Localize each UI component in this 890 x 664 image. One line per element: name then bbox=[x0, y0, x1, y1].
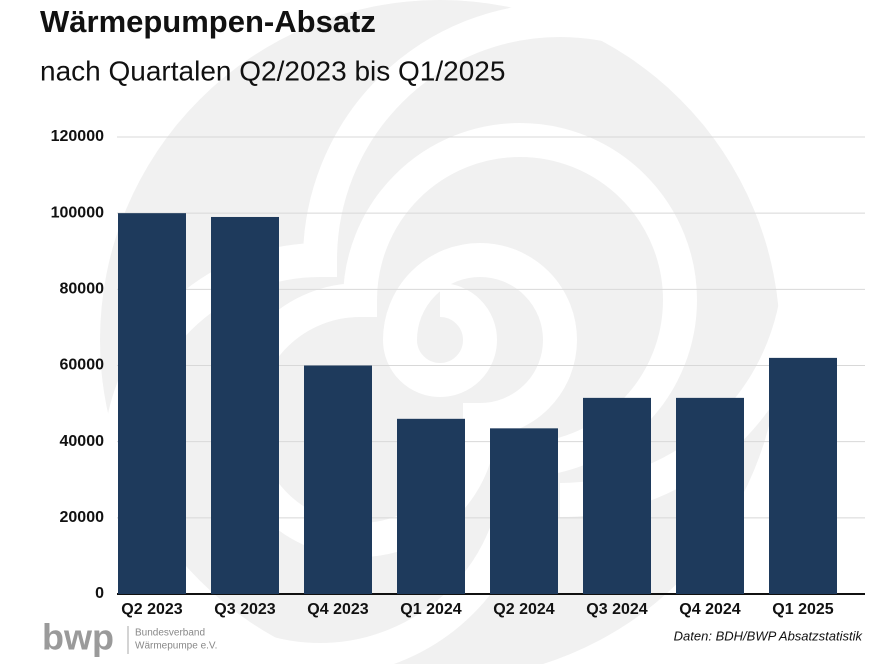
y-tick-label: 60000 bbox=[60, 357, 105, 374]
x-tick-label: Q1 2025 bbox=[772, 601, 833, 618]
chart-title: Wärmepumpen-Absatz bbox=[40, 4, 376, 39]
bar bbox=[118, 213, 186, 594]
chart-subtitle: nach Quartalen Q2/2023 bis Q1/2025 bbox=[40, 55, 505, 86]
y-tick-label: 100000 bbox=[51, 204, 104, 221]
bar bbox=[304, 365, 372, 594]
x-tick-label: Q3 2023 bbox=[214, 601, 275, 618]
logo-mark: bwp bbox=[42, 617, 114, 658]
bar bbox=[490, 428, 558, 594]
bar bbox=[397, 418, 465, 594]
y-tick-label: 20000 bbox=[60, 509, 105, 526]
x-tick-label: Q2 2023 bbox=[121, 601, 182, 618]
bar bbox=[583, 397, 651, 594]
x-tick-label: Q1 2024 bbox=[400, 601, 461, 618]
y-tick-label: 40000 bbox=[60, 433, 105, 450]
logo-text: Wärmepumpe e.V. bbox=[135, 641, 217, 652]
x-tick-label: Q2 2024 bbox=[493, 601, 554, 618]
bar bbox=[769, 357, 837, 594]
x-tick-label: Q4 2024 bbox=[679, 601, 740, 618]
source-note: Daten: BDH/BWP Absatzstatistik bbox=[674, 628, 864, 643]
logo-text: Bundesverband bbox=[135, 628, 205, 639]
x-tick-label: Q3 2024 bbox=[586, 601, 647, 618]
bar bbox=[676, 397, 744, 594]
y-tick-label: 0 bbox=[95, 585, 104, 602]
bar bbox=[211, 216, 279, 594]
x-tick-label: Q4 2023 bbox=[307, 601, 368, 618]
y-tick-label: 120000 bbox=[51, 128, 104, 145]
y-tick-label: 80000 bbox=[60, 281, 105, 298]
